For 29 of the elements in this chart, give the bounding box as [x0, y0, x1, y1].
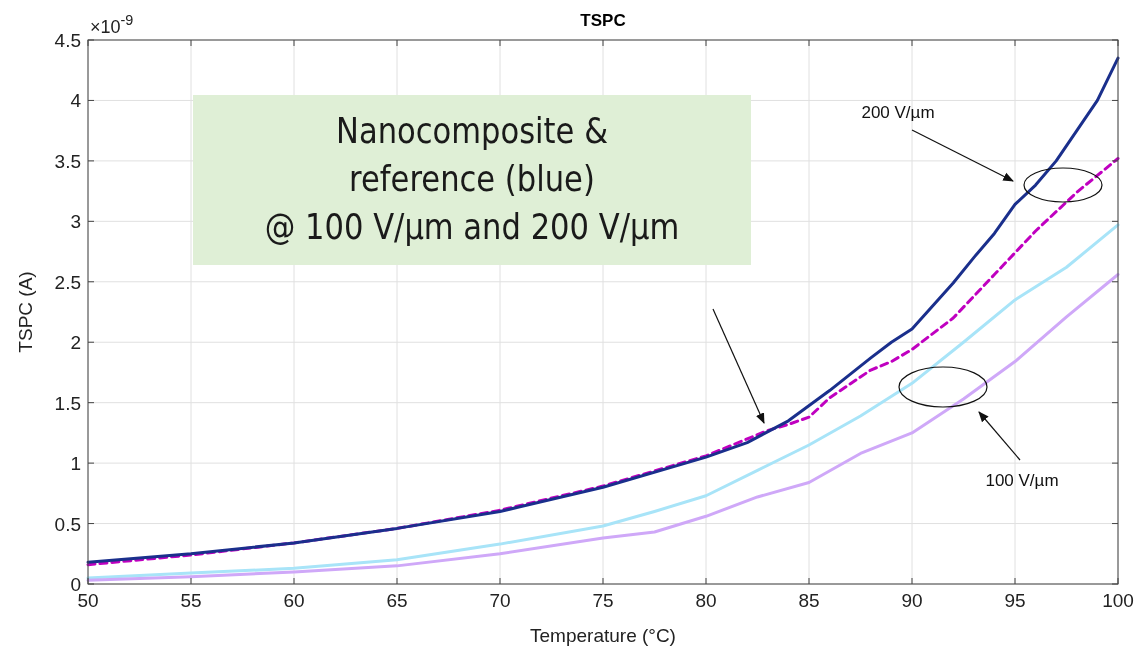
x-tick-label: 75 [592, 590, 614, 611]
x-tick-label: 80 [695, 590, 717, 611]
y-tick-label: 4 [70, 90, 82, 112]
text: ×10$^{-9}$ [90, 12, 134, 37]
chart-title: TSPC [580, 11, 626, 30]
y-tick-label: 2.5 [54, 271, 81, 293]
x-tick-label: 65 [386, 590, 408, 611]
x-tick-label: 100 [1102, 590, 1134, 611]
annotation: 200 V/µm [861, 103, 935, 122]
annotation: 100 V/µm [985, 471, 1059, 490]
x-tick-label: 85 [798, 590, 820, 611]
y-tick-label: 1 [70, 453, 81, 475]
x-tick-label: 90 [901, 590, 923, 611]
y-tick-label: 3 [70, 211, 81, 233]
y-axis-title: TSPC (A) [15, 271, 36, 353]
x-tick-label: 55 [180, 590, 202, 611]
text-box: Nanocomposite & reference (blue) @ 100 V/µm and 200 V/µm [193, 95, 751, 265]
line-series [86, 56, 1120, 564]
y-tick-label: 2 [70, 332, 81, 354]
y-tick-label: 0.5 [54, 513, 81, 535]
y-tick-label: 3.5 [54, 150, 81, 172]
x-tick-label: 95 [1004, 590, 1026, 611]
x-tick-label: 60 [283, 590, 305, 611]
y-tick-label: 1.5 [54, 392, 81, 414]
x-axis-title: Temperature (°C) [530, 625, 676, 646]
annotation: Nanocomposite & reference (blue) @ 100 V/µm and 200 V/µm [264, 109, 680, 248]
y-tick-label: 4.5 [54, 30, 81, 51]
line-series [86, 156, 1120, 567]
x-tick-label: 70 [489, 590, 511, 611]
